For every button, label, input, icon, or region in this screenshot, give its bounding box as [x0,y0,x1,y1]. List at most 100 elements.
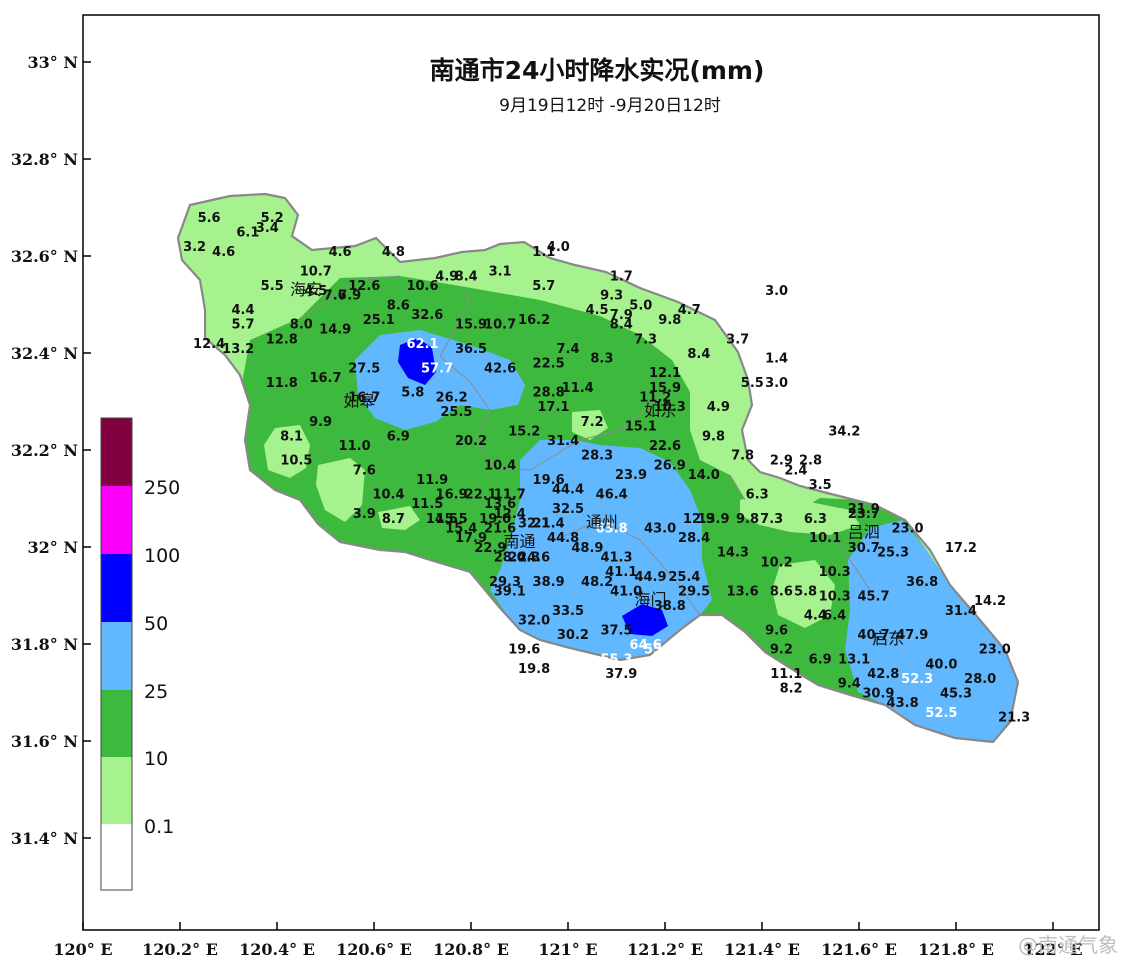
station-value: 4.6 [329,245,352,260]
station-value: 9.8 [736,512,759,527]
station-value: 16.9 [436,488,468,503]
pocket-low-4 [740,490,860,535]
station-value: 7.2 [581,415,604,430]
station-value: 3.1 [489,264,512,279]
zone-25-50-rugao [355,330,525,430]
station-value: 1.7 [610,269,633,284]
station-value: 29.3 [489,575,521,590]
city-label: 吕泗 [848,522,880,541]
map-subtitle: 9月19日12时 -9月20日12时 [499,96,721,116]
station-value: 15.9 [455,318,487,333]
legend-label-10: 10 [144,748,168,770]
station-value: 5.0 [629,298,652,313]
station-value: 52.3 [901,672,933,687]
station-value: 8.4 [610,318,633,333]
legend-swatch-0.1-10 [101,757,132,824]
x-tick-label: 120° E [53,940,112,959]
station-value: 8.6 [387,298,410,313]
station-value: 28.0 [964,672,996,687]
station-value: 21.9 [848,502,880,517]
station-value: 45.3 [940,686,972,701]
pocket-low-6 [572,410,608,440]
station-value: 11.8 [266,376,298,391]
station-value: 14.5 [426,512,458,527]
zone-25-50-qidong [845,520,1018,742]
station-value: 11.9 [416,473,448,488]
station-value: 11.2 [639,391,671,406]
station-value: 23.0 [891,521,923,536]
station-value: 7.6 [353,463,376,478]
station-value: 32.1 [518,517,550,532]
station-value: 4.4 [804,609,827,624]
station-value: 10.3 [654,400,686,415]
station-value: 10.3 [819,589,851,604]
station-value: 19.6 [508,643,540,658]
station-value: 8.0 [290,318,313,333]
station-value: 44.8 [547,531,579,546]
station-value: 5.7 [532,279,555,294]
legend-swatch-50-100 [101,554,132,622]
station-value: 5.8 [794,585,817,600]
station-value: 25.5 [440,405,472,420]
station-value: 36.5 [455,342,487,357]
station-value: 13.1 [838,652,870,667]
legend-label-0.1: 0.1 [144,816,174,838]
station-value: 32.0 [518,614,550,629]
station-value: 9.9 [309,415,332,430]
station-value: 10.2 [761,555,793,570]
station-value: 43.0 [644,521,676,536]
station-value: 7.9 [610,308,633,323]
station-value: 26.9 [654,458,686,473]
station-value: 19.6 [533,473,565,488]
station-value: 3.0 [765,376,788,391]
station-value: 9.2 [770,643,793,658]
station-value: 28.0 [494,551,526,566]
station-value: 11.0 [339,439,371,454]
station-value: 3.2 [183,240,206,255]
station-value: 8.4 [687,347,710,362]
station-value: 14.0 [688,468,720,483]
station-value: 7.6 [324,289,347,304]
station-value: 5.8 [401,386,424,401]
station-value: 32.5 [552,502,584,517]
station-value: 8.4 [455,269,478,284]
station-value: 12.4 [193,337,225,352]
station-value: 42.8 [867,667,899,682]
y-tick-label: 32.8° N [11,150,78,169]
station-value: 40.0 [925,657,957,672]
legend-swatch-25-50 [101,622,132,690]
station-value: 45.7 [857,589,889,604]
station-value: 6.3 [746,488,769,503]
station-value: 3.4 [256,221,279,236]
station-value: 47.9 [896,628,928,643]
station-value: 5.5 [261,279,284,294]
station-value: 62.1 [406,337,438,352]
station-value: 8.2 [780,682,803,697]
station-value: 36.8 [906,575,938,590]
station-value: 57.7 [421,361,453,376]
station-value: 31.4 [945,604,977,619]
station-value: 29.5 [678,585,710,600]
y-tick-label: 32.2° N [11,441,78,460]
station-value: 6.9 [809,652,832,667]
land-area [176,192,1020,744]
station-value: 15.4 [445,521,477,536]
station-value: 13.6 [484,497,516,512]
station-value: 4.7 [678,303,701,318]
station-value: 2.9 [770,454,793,469]
station-value: 32.6 [411,308,443,323]
station-value: 17.9 [455,531,487,546]
station-value: 6.9 [387,429,410,444]
station-value: 16.7 [348,391,380,406]
station-value: 17.2 [945,541,977,556]
station-value: 15.9 [649,381,681,396]
map-title: 南通市24小时降水实况(mm) [430,56,765,85]
station-value: 30.9 [862,686,894,701]
x-tick-label: 121.4° E [724,940,800,959]
y-tick-label: 32° N [28,538,78,557]
legend-label-250: 250 [144,477,180,499]
station-value: 23.0 [979,643,1011,658]
y-tick-label: 33° N [28,53,78,72]
station-value: 16.7 [309,371,341,386]
